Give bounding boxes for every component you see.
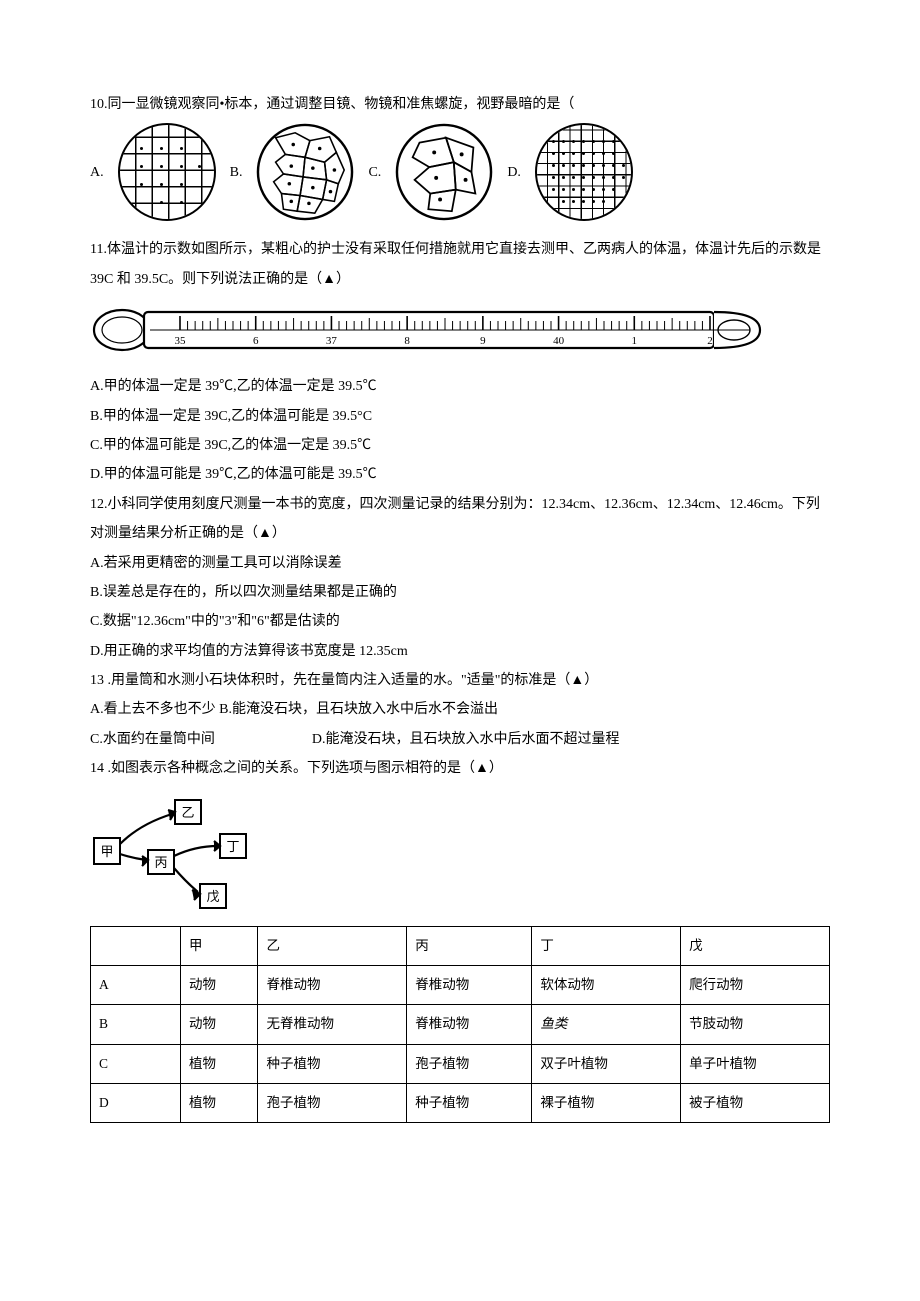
th-yi: 乙 bbox=[258, 926, 407, 965]
svg-text:40: 40 bbox=[553, 335, 565, 347]
svg-text:35: 35 bbox=[175, 335, 187, 347]
table-cell: 鱼类 bbox=[532, 1005, 681, 1044]
table-cell: 种子植物 bbox=[407, 1084, 532, 1123]
table-row: C植物种子植物孢子植物双子叶植物单子叶植物 bbox=[91, 1044, 830, 1083]
q11-opt-b: B.甲的体温一定是 39C,乙的体温可能是 39.5°C bbox=[90, 402, 830, 431]
svg-text:8: 8 bbox=[404, 335, 410, 347]
th-bing: 丙 bbox=[407, 926, 532, 965]
q10-option-c-circle bbox=[395, 123, 493, 221]
svg-text:丙: 丙 bbox=[154, 855, 167, 870]
table-cell: 裸子植物 bbox=[532, 1084, 681, 1123]
table-cell: 种子植物 bbox=[258, 1044, 407, 1083]
row-key: A bbox=[91, 965, 181, 1004]
table-row: D植物孢子植物种子植物裸子植物被子植物 bbox=[91, 1084, 830, 1123]
svg-text:丁: 丁 bbox=[226, 839, 239, 854]
q10-option-a-circle bbox=[118, 123, 216, 221]
q10-label-a: A. bbox=[90, 158, 104, 187]
q11-opt-d: D.甲的体温可能是 39℃,乙的体温可能是 39.5℃ bbox=[90, 460, 830, 489]
svg-text:9: 9 bbox=[480, 335, 486, 347]
table-header-row: 甲 乙 丙 丁 戊 bbox=[91, 926, 830, 965]
q12-text: 12.小科同学使用刻度尺测量一本书的宽度，四次测量记录的结果分别为：12.34c… bbox=[90, 490, 830, 549]
table-cell: 被子植物 bbox=[681, 1084, 830, 1123]
q13-line2: C.水面约在量筒中间 D.能淹没石块，且石块放入水中后水面不超过量程 bbox=[90, 725, 830, 754]
table-cell: 动物 bbox=[181, 1005, 258, 1044]
svg-text:6: 6 bbox=[253, 335, 259, 347]
table-cell: 节肢动物 bbox=[681, 1005, 830, 1044]
svg-text:乙: 乙 bbox=[181, 805, 194, 820]
q11-text: 11.体温计的示数如图所示，某粗心的护士没有采取任何措施就用它直接去测甲、乙两病… bbox=[90, 235, 830, 294]
table-cell: 植物 bbox=[181, 1044, 258, 1083]
q13-opt-c: C.水面约在量筒中间 bbox=[90, 732, 215, 747]
th-blank bbox=[91, 926, 181, 965]
table-cell: 软体动物 bbox=[532, 965, 681, 1004]
table-cell: 脊椎动物 bbox=[407, 965, 532, 1004]
thermometer-figure: 35 6 37 8 9 40 1 2 bbox=[90, 302, 830, 358]
row-key: C bbox=[91, 1044, 181, 1083]
q13-text: 13 .用量筒和水测小石块体积时，先在量筒内注入适量的水。"适量"的标准是（▲） bbox=[90, 666, 830, 695]
q10-option-d-circle bbox=[535, 123, 633, 221]
concept-diagram: 甲 乙 丙 丁 戊 bbox=[90, 794, 830, 914]
concept-table: 甲 乙 丙 丁 戊 A动物脊椎动物脊椎动物软体动物爬行动物B动物无脊椎动物脊椎动… bbox=[90, 926, 830, 1124]
table-cell: 孢子植物 bbox=[407, 1044, 532, 1083]
q12-opt-b: B.误差总是存在的，所以四次测量结果都是正确的 bbox=[90, 578, 830, 607]
q12-opt-c: C.数据"12.36cm"中的"3"和"6"都是估读的 bbox=[90, 607, 830, 636]
table-cell: 植物 bbox=[181, 1084, 258, 1123]
table-cell: 脊椎动物 bbox=[258, 965, 407, 1004]
table-cell: 单子叶植物 bbox=[681, 1044, 830, 1083]
q10-label-d: D. bbox=[507, 158, 521, 187]
q12-opt-a: A.若采用更精密的测量工具可以消除误差 bbox=[90, 549, 830, 578]
svg-text:2: 2 bbox=[707, 335, 713, 347]
q11-opt-c: C.甲的体温可能是 39C,乙的体温一定是 39.5℃ bbox=[90, 431, 830, 460]
th-jia: 甲 bbox=[181, 926, 258, 965]
th-ding: 丁 bbox=[532, 926, 681, 965]
table-cell: 爬行动物 bbox=[681, 965, 830, 1004]
table-row: B动物无脊椎动物脊椎动物鱼类节肢动物 bbox=[91, 1005, 830, 1044]
row-key: D bbox=[91, 1084, 181, 1123]
q10-option-b-circle bbox=[256, 123, 354, 221]
table-cell: 脊椎动物 bbox=[407, 1005, 532, 1044]
q10-label-b: B. bbox=[230, 158, 243, 187]
table-cell: 动物 bbox=[181, 965, 258, 1004]
svg-text:1: 1 bbox=[632, 335, 638, 347]
q10-label-c: C. bbox=[368, 158, 381, 187]
q12-opt-d: D.用正确的求平均值的方法算得该书宽度是 12.35cm bbox=[90, 637, 830, 666]
q13-opt-d: D.能淹没石块，且石块放入水中后水面不超过量程 bbox=[312, 732, 620, 747]
th-wu: 戊 bbox=[681, 926, 830, 965]
svg-text:37: 37 bbox=[326, 335, 338, 347]
svg-text:戊: 戊 bbox=[206, 889, 219, 904]
table-cell: 无脊椎动物 bbox=[258, 1005, 407, 1044]
q14-text: 14 .如图表示各种概念之间的关系。下列选项与图示相符的是（▲） bbox=[90, 754, 830, 783]
q13-line1: A.看上去不多也不少 B.能淹没石块，且石块放入水中后水不会溢出 bbox=[90, 695, 830, 724]
q10-figure-row: A. B. bbox=[90, 123, 830, 221]
table-cell: 双子叶植物 bbox=[532, 1044, 681, 1083]
table-row: A动物脊椎动物脊椎动物软体动物爬行动物 bbox=[91, 965, 830, 1004]
row-key: B bbox=[91, 1005, 181, 1044]
q10-text: 10.同一显微镜观察同•标本，通过调整目镜、物镜和准焦螺旋，视野最暗的是（ bbox=[90, 90, 830, 119]
svg-text:甲: 甲 bbox=[100, 844, 113, 859]
q11-opt-a: A.甲的体温一定是 39℃,乙的体温一定是 39.5℃ bbox=[90, 372, 830, 401]
table-cell: 孢子植物 bbox=[258, 1084, 407, 1123]
